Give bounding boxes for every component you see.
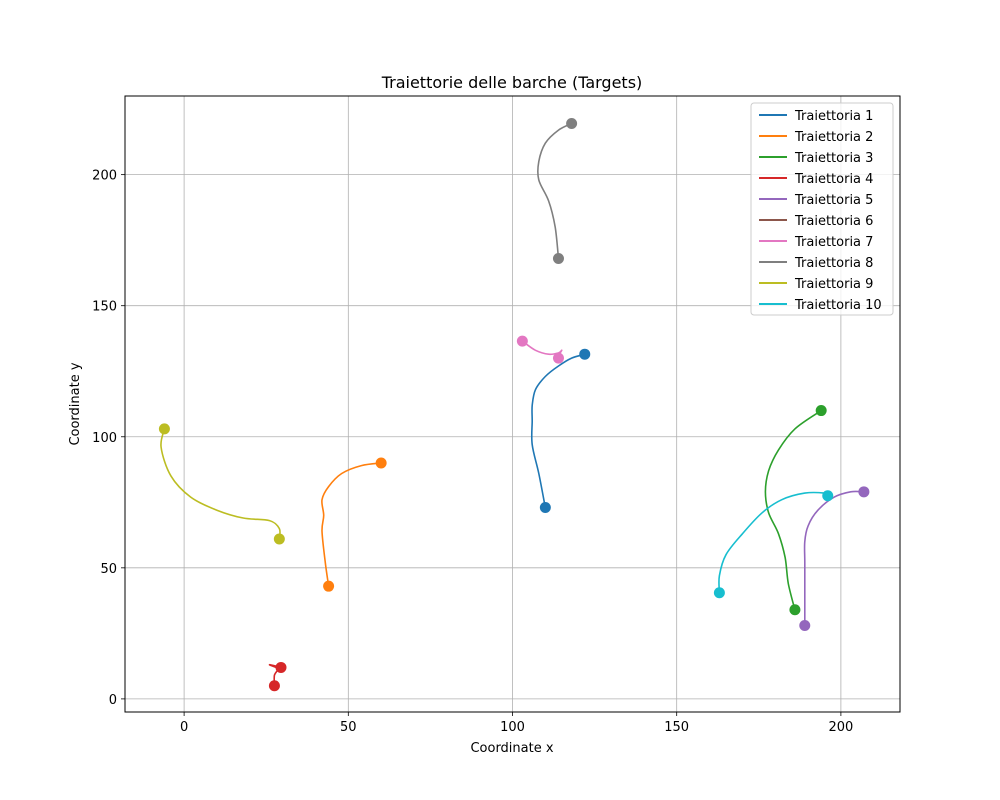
y-tick-label: 100 <box>92 431 117 446</box>
legend-label: Traiettoria 1 <box>794 109 873 124</box>
y-tick-label: 0 <box>109 693 117 708</box>
y-tick-label: 200 <box>92 169 117 184</box>
trajectory-marker-4 <box>275 661 287 673</box>
series-lines <box>160 122 864 686</box>
trajectory-marker-9 <box>273 533 285 545</box>
trajectory-line-2 <box>321 462 382 587</box>
x-tick-label: 50 <box>340 720 357 735</box>
trajectory-marker-9 <box>158 423 170 435</box>
trajectory-marker-3 <box>815 405 827 417</box>
trajectory-marker-8 <box>566 118 578 130</box>
y-tick-label: 150 <box>92 300 117 315</box>
x-tick-label: 100 <box>500 720 525 735</box>
trajectory-marker-1 <box>579 348 591 360</box>
trajectory-marker-1 <box>539 502 551 514</box>
legend-label: Traiettoria 9 <box>794 277 873 292</box>
trajectory-marker-7 <box>516 335 528 347</box>
axis-ticks: 0 50 100 150 200 0 50 100 150 200 <box>92 169 853 735</box>
legend-label: Traiettoria 8 <box>794 256 873 271</box>
x-tick-label: 0 <box>180 720 188 735</box>
y-axis-label: Coordinate y <box>68 362 83 445</box>
series-markers <box>158 118 870 692</box>
trajectory-marker-7 <box>552 352 564 364</box>
trajectory-line-7 <box>521 340 563 356</box>
trajectory-line-3 <box>764 409 822 610</box>
legend-label: Traiettoria 5 <box>794 193 873 208</box>
trajectory-line-5 <box>803 490 864 626</box>
trajectory-marker-10 <box>822 490 834 502</box>
y-tick-label: 50 <box>100 562 117 577</box>
trajectory-marker-2 <box>375 457 387 469</box>
trajectory-line-9 <box>160 428 281 540</box>
legend-label: Traiettoria 2 <box>794 130 873 145</box>
trajectory-marker-5 <box>799 619 811 631</box>
trajectory-line-10 <box>718 491 829 593</box>
legend-label: Traiettoria 7 <box>794 235 873 250</box>
trajectory-marker-3 <box>789 604 801 616</box>
legend-label: Traiettoria 10 <box>794 298 882 313</box>
x-tick-label: 150 <box>664 720 689 735</box>
trajectory-marker-2 <box>323 580 335 592</box>
legend-label: Traiettoria 3 <box>794 151 873 166</box>
x-tick-label: 200 <box>828 720 853 735</box>
trajectory-line-8 <box>536 122 572 259</box>
legend: Traiettoria 1 Traiettoria 2 Traiettoria 3 T… <box>750 102 894 316</box>
trajectory-line-1 <box>530 353 585 508</box>
trajectory-marker-5 <box>858 486 870 498</box>
trajectory-marker-10 <box>713 587 725 599</box>
legend-label: Traiettoria 6 <box>794 214 873 229</box>
x-axis-label: Coordinate x <box>470 741 553 756</box>
trajectory-marker-4 <box>268 680 280 692</box>
trajectory-marker-8 <box>552 253 564 265</box>
chart-title: Traiettorie delle barche (Targets) <box>381 73 643 92</box>
legend-label: Traiettoria 4 <box>794 172 873 187</box>
